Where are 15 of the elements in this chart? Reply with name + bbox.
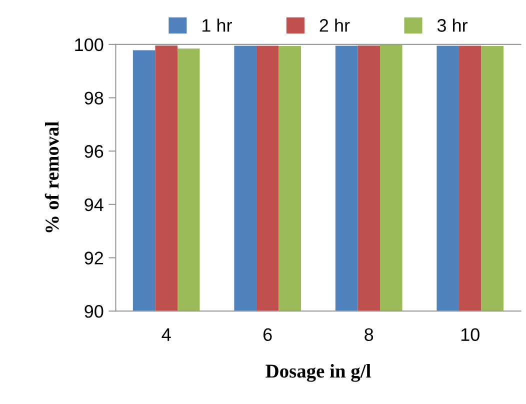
y-axis-title: % of removal (44, 122, 59, 232)
y-tick-label: 100 (75, 38, 104, 52)
legend-label: 2 hr (320, 18, 350, 32)
x-tick-label: 6 (264, 328, 272, 342)
x-axis-title: Dosage in g/l (266, 364, 371, 382)
legend-label: 1 hr (202, 18, 232, 32)
x-tick-label: 4 (162, 328, 171, 341)
y-tick-label: 90 (84, 305, 104, 318)
y-tick-label: 94 (84, 198, 104, 212)
x-tick-label: 8 (364, 328, 374, 342)
y-tick-label: 98 (84, 92, 104, 104)
y-tick-label: 92 (84, 252, 104, 264)
legend-label: 3 hr (437, 18, 468, 32)
x-tick-label: 10 (461, 328, 480, 342)
y-tick-label: 96 (84, 145, 104, 158)
